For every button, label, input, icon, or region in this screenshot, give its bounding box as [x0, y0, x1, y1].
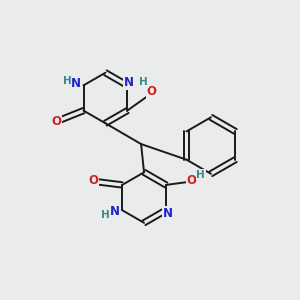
Text: O: O — [88, 174, 98, 187]
Text: N: N — [124, 76, 134, 89]
Text: N: N — [71, 77, 81, 90]
Text: N: N — [162, 207, 172, 220]
Text: H: H — [139, 77, 148, 87]
Text: O: O — [147, 85, 157, 98]
Text: N: N — [110, 205, 120, 218]
Text: H: H — [101, 210, 110, 220]
Text: H: H — [63, 76, 72, 86]
Text: O: O — [51, 115, 61, 128]
Text: H: H — [196, 169, 205, 179]
Text: O: O — [187, 174, 197, 187]
